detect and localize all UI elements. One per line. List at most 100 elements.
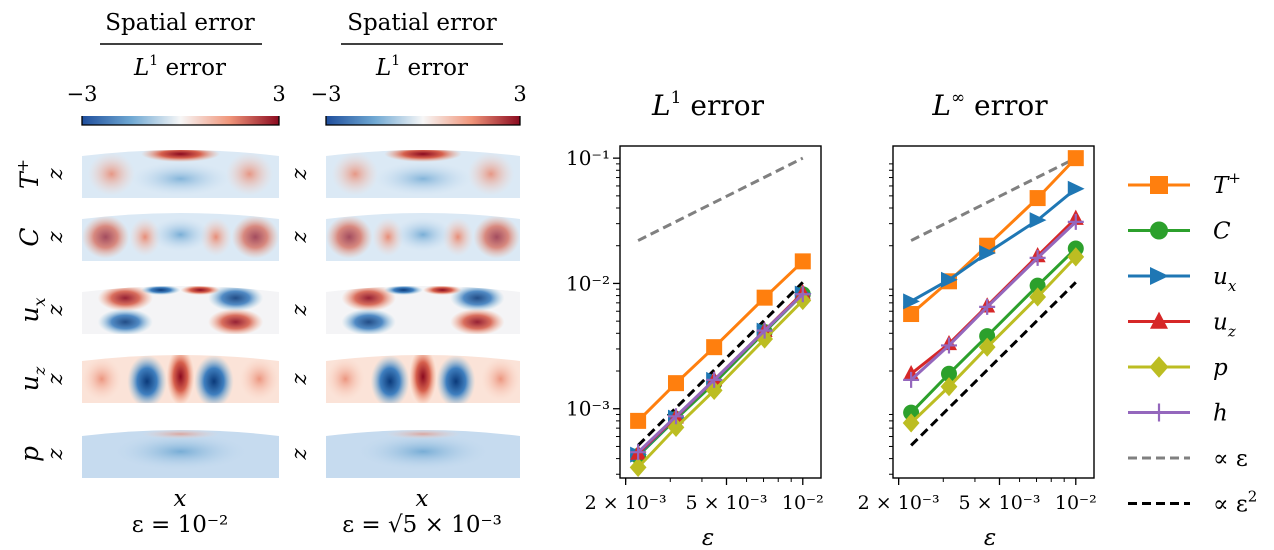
error-map-T-col2 [326, 150, 520, 198]
legend-entry: ∝ ε2 [1128, 488, 1257, 518]
data-point [630, 412, 647, 429]
column-footer-2: x ε = √5 × 10⁻³ [342, 486, 502, 538]
field-label-text: T+ [13, 159, 44, 189]
series-u_z [903, 209, 1084, 381]
linf-error-xlabel: ε [984, 525, 996, 550]
data-point [1029, 249, 1046, 266]
l1-error-title: L1 error [651, 88, 765, 122]
data-point [940, 337, 957, 354]
series-line [910, 247, 1077, 414]
legend-marker [1150, 221, 1168, 240]
column-footer-1: x ε = 10⁻² [132, 486, 228, 538]
z-axis-label: z [287, 231, 311, 244]
data-point [940, 377, 958, 397]
legend-label: uz [1213, 310, 1236, 341]
z-axis-label: z [43, 304, 67, 317]
reference-line-eps2 [910, 281, 1077, 447]
series-line [910, 255, 1077, 425]
colorbar-2-max-label: 3 [513, 82, 526, 106]
colorbar-2-min-label: −3 [311, 82, 342, 106]
series-h [903, 213, 1084, 388]
series-C [903, 240, 1084, 421]
data-point [667, 375, 684, 392]
legend-entry: h [1128, 401, 1228, 427]
data-point [1067, 180, 1085, 197]
data-point [1029, 190, 1046, 207]
legend-label: ∝ ε [1213, 446, 1248, 472]
error-map-C-col2 [326, 213, 520, 261]
data-point [706, 371, 723, 388]
x-tick-label: 10⁻² [1055, 492, 1097, 514]
legend-entry: ∝ ε [1128, 446, 1248, 472]
series-p [902, 247, 1085, 433]
x-tick-label: 5 × 10⁻³ [686, 492, 768, 514]
legend-marker [1149, 356, 1169, 378]
column-1-xlabel: x [174, 486, 187, 512]
colorbar-1-min-label: −3 [67, 82, 98, 106]
legend-marker [1150, 176, 1168, 194]
field-label-text: C [15, 227, 44, 246]
data-point [1029, 287, 1047, 307]
data-point [1067, 247, 1085, 267]
data-point [794, 253, 811, 270]
axes-frame [619, 145, 822, 479]
column-2-caption: ε = √5 × 10⁻³ [342, 512, 502, 538]
linf-error-plot: L∞ error ε 2 × 10⁻³ 5 × 10⁻³ 10⁻² [858, 88, 1097, 550]
column-1-header-top: Spatial error [105, 10, 255, 36]
data-point [756, 322, 773, 339]
legend-label: ∝ ε2 [1213, 488, 1257, 518]
y-tick-label: 10⁻³ [566, 397, 610, 421]
column-1-caption: ε = 10⁻² [132, 512, 228, 538]
linf-error-title: L∞ error [931, 88, 1048, 122]
data-point [940, 365, 957, 382]
x-tick-label: 2 × 10⁻³ [858, 492, 940, 514]
z-axis-label: z [43, 448, 67, 461]
column-header-2: Spatial error L1 error [341, 10, 503, 81]
z-axis-label: z [43, 373, 67, 386]
reference-line-eps2 [637, 281, 804, 447]
field-label-0: T+z z [13, 159, 311, 189]
data-point [667, 417, 685, 437]
series-u_x [903, 180, 1085, 310]
z-axis-label: z [287, 373, 311, 386]
x-tick-label: 10⁻² [782, 492, 824, 514]
column-2-header-bottom: L1 error [375, 53, 468, 81]
field-label-3: uzz z [15, 366, 311, 391]
error-map-uz-col2 [326, 355, 520, 403]
column-header-1: Spatial error L1 error [100, 10, 262, 81]
legend-entry: uz [1128, 310, 1236, 341]
column-1-header-bottom: L1 error [133, 53, 226, 81]
spatial-error-maps [82, 150, 520, 478]
legend-label: p [1213, 355, 1228, 381]
axes-frame [892, 145, 1095, 479]
field-label-2: uxz z [15, 297, 311, 322]
legend-marker [1150, 311, 1168, 329]
data-point [903, 404, 920, 421]
data-point [1029, 277, 1046, 294]
data-point [902, 413, 920, 433]
legend-label: h [1213, 401, 1228, 427]
legend-label: ux [1213, 264, 1237, 295]
z-axis-label: z [43, 168, 67, 181]
column-2-header-top: Spatial error [347, 10, 497, 36]
data-point [903, 306, 920, 323]
data-point [706, 339, 723, 356]
data-point [1029, 212, 1047, 229]
y-tick-label: 10⁻² [566, 271, 610, 295]
field-label-text: ux [15, 297, 49, 322]
data-point [629, 457, 647, 478]
legend-entry: ux [1128, 264, 1237, 295]
error-map-p-col2 [326, 430, 520, 478]
legend-label: T+ [1213, 169, 1241, 199]
data-point [794, 286, 811, 303]
colorbar-1: −3 3 [67, 82, 286, 126]
z-axis-label: z [287, 304, 311, 317]
series-p [629, 290, 812, 478]
data-point [979, 328, 996, 345]
error-map-ux-col1 [82, 286, 279, 334]
reference-line-eps [910, 156, 1077, 242]
column-2-xlabel: x [416, 486, 429, 512]
legend: T+ Cux uz ph ∝ ε ∝ ε2 [1128, 169, 1257, 518]
